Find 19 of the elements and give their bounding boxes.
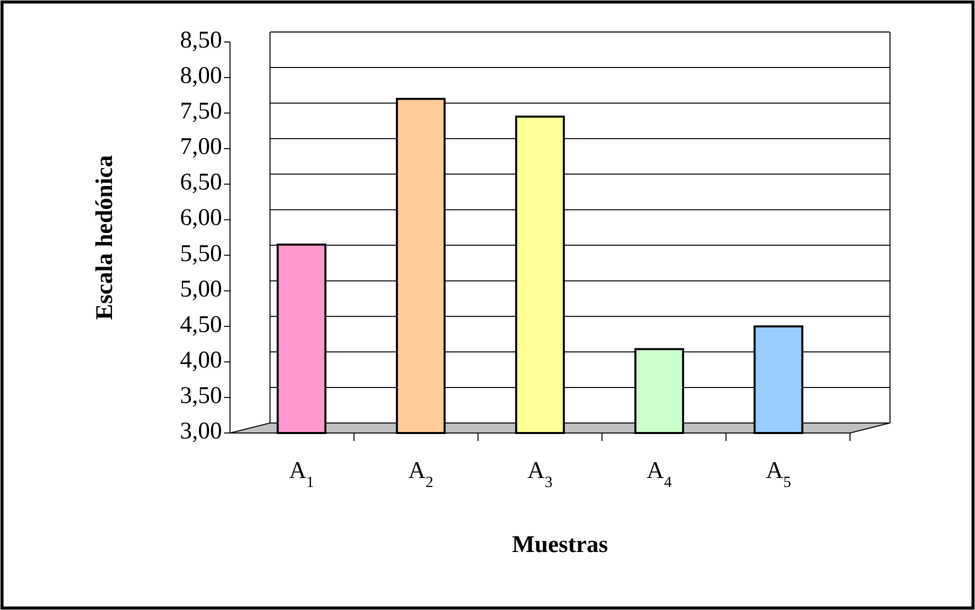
- y-tick-label: 5,00: [180, 276, 222, 302]
- y-axis-title: Escala hedónica: [92, 155, 118, 320]
- y-tick-label: 3,00: [180, 418, 222, 445]
- x-tick-label: A$_{2}$: [408, 458, 434, 490]
- y-tick-label: 6,00: [180, 205, 222, 232]
- x-tick-label: A$_{4}$: [646, 458, 672, 490]
- y-tick-label: 3,50: [180, 382, 222, 409]
- x-tick-label: A$_{1}$: [288, 458, 314, 490]
- x-tick-label: A$_{5}$: [766, 458, 792, 490]
- y-tick-label: 4,50: [180, 312, 222, 338]
- y-tick-label: 7,50: [180, 98, 222, 125]
- y-tick-label: 7,00: [180, 134, 222, 160]
- y-tick-label: 8,50: [180, 28, 222, 54]
- y-tick-label: 5,50: [180, 240, 222, 267]
- x-tick-label: A$_{3}$: [527, 458, 553, 490]
- y-tick-label: 4,00: [180, 347, 222, 374]
- y-tick-label: 6,50: [180, 170, 222, 196]
- x-axis-title: Muestras: [512, 532, 608, 558]
- y-tick-label: 8,00: [180, 63, 222, 90]
